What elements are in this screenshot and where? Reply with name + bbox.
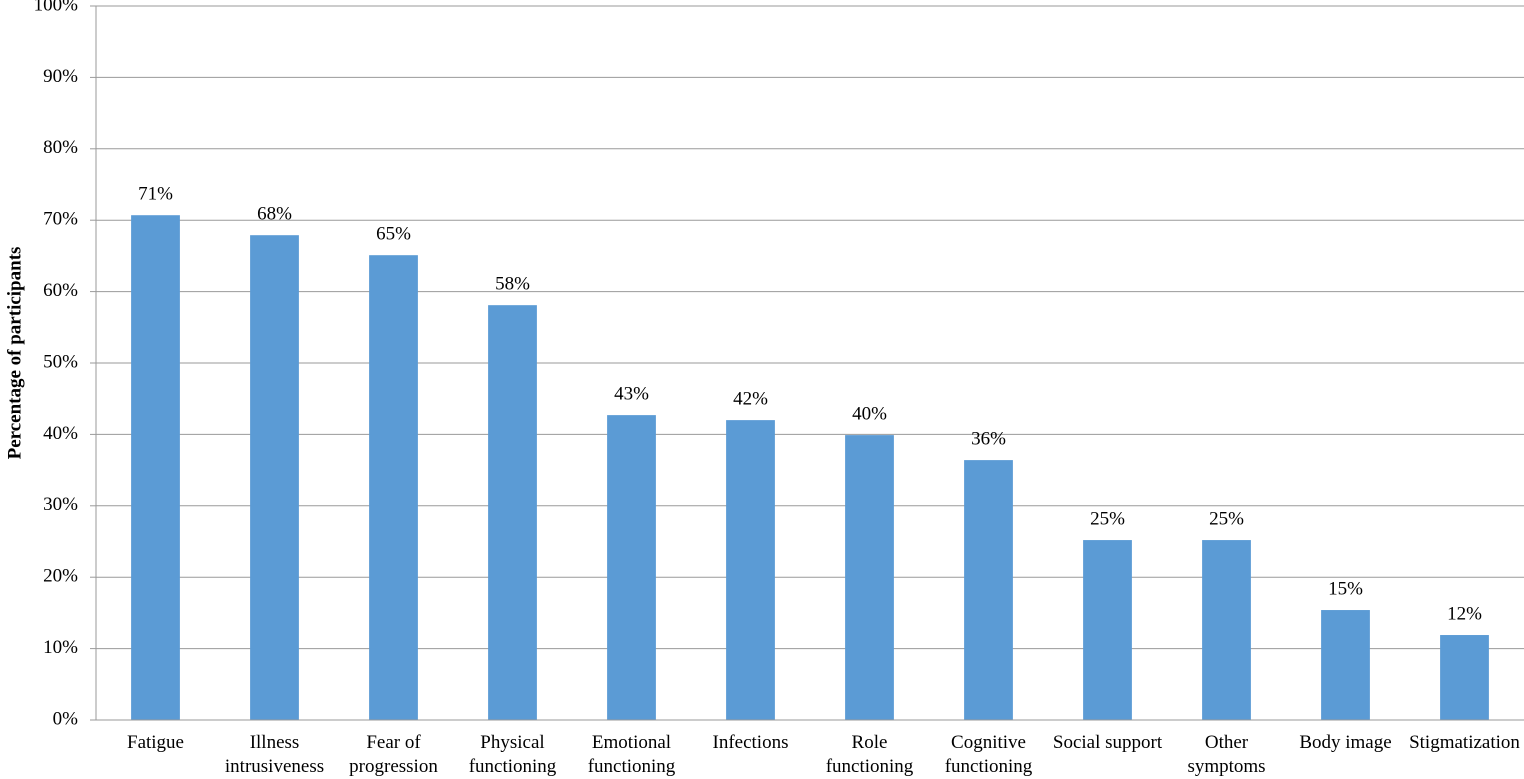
- x-tick-label: Illness intrusiveness: [225, 732, 324, 777]
- y-tick-label: 70%: [43, 209, 78, 230]
- bar: [131, 215, 180, 720]
- x-tick-label: Cognitive functioning: [945, 732, 1033, 777]
- value-label: 40%: [852, 403, 887, 424]
- value-label: 25%: [1209, 508, 1244, 529]
- value-label: 36%: [971, 428, 1006, 449]
- y-tick-label: 80%: [43, 137, 78, 158]
- x-tick-label: Fear of progression: [349, 732, 438, 777]
- value-label: 43%: [614, 383, 649, 404]
- x-tick-label: Social support: [1053, 732, 1163, 753]
- y-tick-label: 10%: [43, 637, 78, 658]
- bar: [1083, 540, 1132, 720]
- x-tick-label: Fatigue: [127, 732, 184, 753]
- bar: [488, 305, 537, 720]
- y-tick-label: 20%: [43, 566, 78, 587]
- x-tick-label: Other symptoms: [1187, 732, 1265, 777]
- value-label: 68%: [257, 204, 292, 225]
- y-tick-label: 30%: [43, 494, 78, 515]
- y-tick-label: 90%: [43, 66, 78, 87]
- bar: [1202, 540, 1251, 720]
- x-tick-label: Emotional functioning: [588, 732, 676, 777]
- value-label: 15%: [1328, 578, 1363, 599]
- y-tick-label: 50%: [43, 351, 78, 372]
- x-tick-label: Body image: [1299, 732, 1391, 753]
- bar: [964, 460, 1013, 720]
- bar: [250, 235, 299, 720]
- value-label: 58%: [495, 274, 530, 295]
- y-axis-label: Percentage of participants: [4, 247, 25, 460]
- y-tick-label: 0%: [53, 708, 79, 729]
- bar: [1321, 610, 1370, 720]
- value-label: 12%: [1447, 603, 1482, 624]
- bar: [607, 415, 656, 720]
- y-tick-label: 100%: [34, 0, 79, 15]
- value-label: 71%: [138, 184, 173, 205]
- bar: [726, 420, 775, 720]
- value-label: 25%: [1090, 508, 1125, 529]
- x-tick-label: Infections: [713, 732, 789, 753]
- bar: [1440, 635, 1489, 720]
- x-tick-label: Physical functioning: [469, 732, 557, 777]
- x-tick-label: Stigmatization: [1409, 732, 1520, 753]
- y-tick-label: 60%: [43, 280, 78, 301]
- x-tick-label: Role functioning: [826, 732, 914, 777]
- bar: [845, 435, 894, 720]
- value-label: 65%: [376, 224, 411, 245]
- y-tick-label: 40%: [43, 423, 78, 444]
- value-label: 42%: [733, 388, 768, 409]
- bar: [369, 255, 418, 720]
